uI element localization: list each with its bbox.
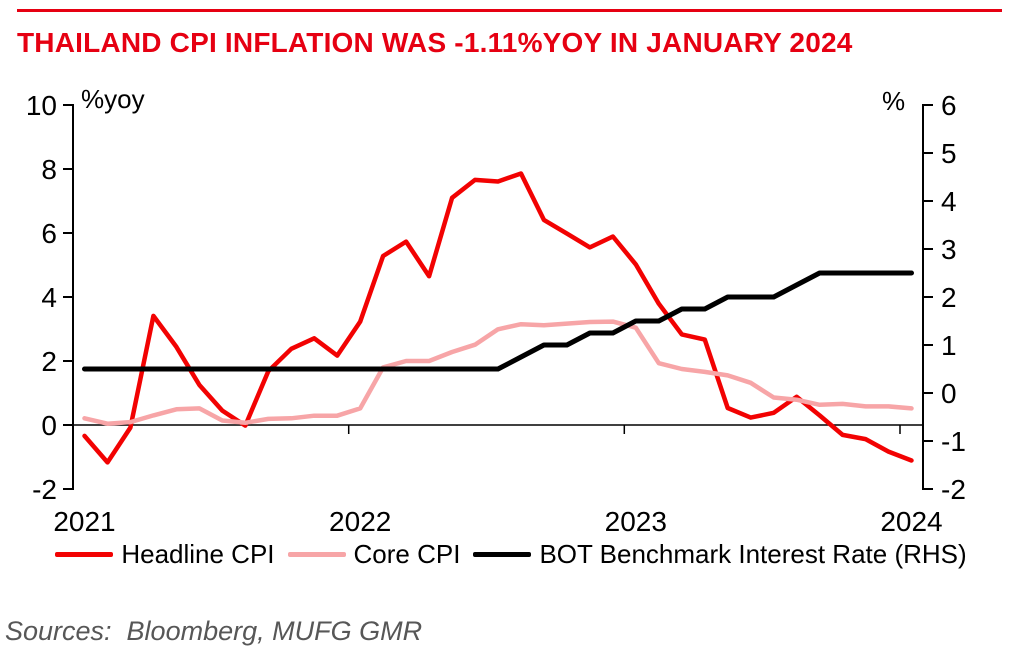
legend-item-core-cpi: Core CPI	[287, 538, 461, 570]
legend-label-bot-benchmark-rate: BOT Benchmark Interest Rate (RHS)	[539, 538, 967, 569]
left-axis-tick-label: 0	[41, 410, 57, 441]
legend-item-bot-benchmark-rate: BOT Benchmark Interest Rate (RHS)	[473, 538, 967, 570]
left-axis-tick-label: 2	[41, 346, 57, 377]
right-axis-tick-label: -1	[941, 426, 966, 457]
x-axis-tick-label: 2021	[53, 506, 115, 537]
x-axis-tick-label: 2022	[329, 506, 391, 537]
right-axis-tick-label: 5	[941, 138, 957, 169]
legend-swatch-bot-benchmark-rate	[473, 551, 532, 557]
right-axis-tick-label: 1	[941, 330, 957, 361]
series-line-core-cpi	[82, 319, 914, 426]
sources-note: Sources: Bloomberg, MUFG GMR	[5, 616, 423, 646]
legend: Headline CPI Core CPI BOT Benchmark Inte…	[0, 538, 1022, 570]
series-line-headline-cpi	[82, 171, 914, 465]
top-divider-rule	[17, 9, 1002, 12]
legend-label-core-cpi: Core CPI	[353, 538, 461, 569]
right-axis-tick-label: 6	[941, 90, 957, 121]
chart-title: THAILAND CPI INFLATION WAS -1.11%YOY IN …	[17, 27, 853, 58]
right-axis-tick-label: 4	[941, 186, 957, 217]
left-axis-tick-label: 10	[26, 90, 57, 121]
series-line-bot-benchmark-interest-rate-rhs	[82, 270, 914, 372]
legend-swatch-core-cpi	[287, 551, 346, 557]
right-axis-tick-label: 0	[941, 378, 957, 409]
left-axis-tick-label: 8	[41, 154, 57, 185]
right-axis-tick-label: 3	[941, 234, 957, 265]
legend-swatch-headline-cpi	[55, 551, 114, 557]
left-axis-tick-label: 6	[41, 218, 57, 249]
right-axis-tick-label: -2	[941, 474, 966, 505]
left-axis-unit-label: %yoy	[81, 84, 145, 114]
x-axis-tick-label: 2024	[880, 506, 942, 537]
right-axis-unit-label: %	[882, 86, 906, 116]
left-axis-tick-label: 4	[41, 282, 57, 313]
legend-item-headline-cpi: Headline CPI	[55, 538, 275, 570]
right-axis-tick-label: 2	[941, 282, 957, 313]
legend-label-headline-cpi: Headline CPI	[121, 538, 275, 569]
x-axis-tick-label: 2023	[605, 506, 667, 537]
left-axis-tick-label: -2	[32, 474, 57, 505]
